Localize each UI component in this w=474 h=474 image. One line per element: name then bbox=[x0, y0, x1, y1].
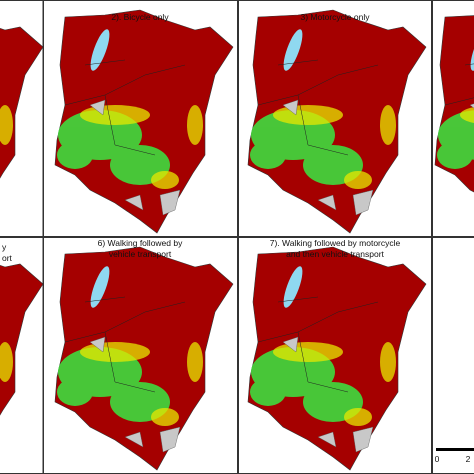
panel-title: 3) Motorcycle only bbox=[301, 12, 371, 22]
scale-label: 2 bbox=[466, 454, 471, 464]
panel-title: 6) Walking followed by bbox=[98, 238, 183, 248]
panel-title: ort bbox=[2, 253, 13, 263]
scale-label: 0 bbox=[435, 454, 440, 464]
scale-bar-line bbox=[436, 448, 474, 451]
panel-title: vehicle transport bbox=[109, 249, 172, 259]
panel-title: y bbox=[2, 242, 7, 252]
panel-title: 7). Walking followed by motorcycle bbox=[270, 238, 401, 248]
panel-title: 2). Bicycle only bbox=[111, 12, 169, 22]
scale-bar: 0 2 bbox=[435, 448, 474, 464]
panel-title: and then vehicle transport bbox=[286, 249, 384, 259]
